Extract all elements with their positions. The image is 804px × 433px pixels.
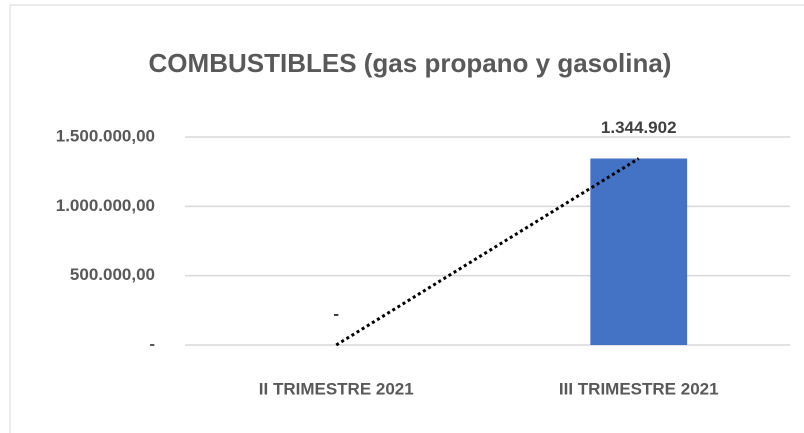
chart-border — [9, 4, 804, 433]
x-tick-label: II TRIMESTRE 2021 — [259, 379, 414, 398]
x-tick-label: III TRIMESTRE 2021 — [559, 379, 719, 398]
y-tick-label: 500.000,00 — [70, 265, 155, 284]
y-tick-label: - — [149, 334, 155, 353]
trendline — [335, 157, 640, 347]
data-label: 1.344.902 — [601, 118, 677, 137]
y-tick-label: 1.000.000,00 — [56, 196, 155, 215]
chart-title: COMBUSTIBLES (gas propano y gasolina) — [149, 48, 672, 78]
y-tick-label: 1.500.000,00 — [56, 126, 155, 145]
bar — [590, 158, 688, 345]
data-label: - — [333, 304, 339, 323]
